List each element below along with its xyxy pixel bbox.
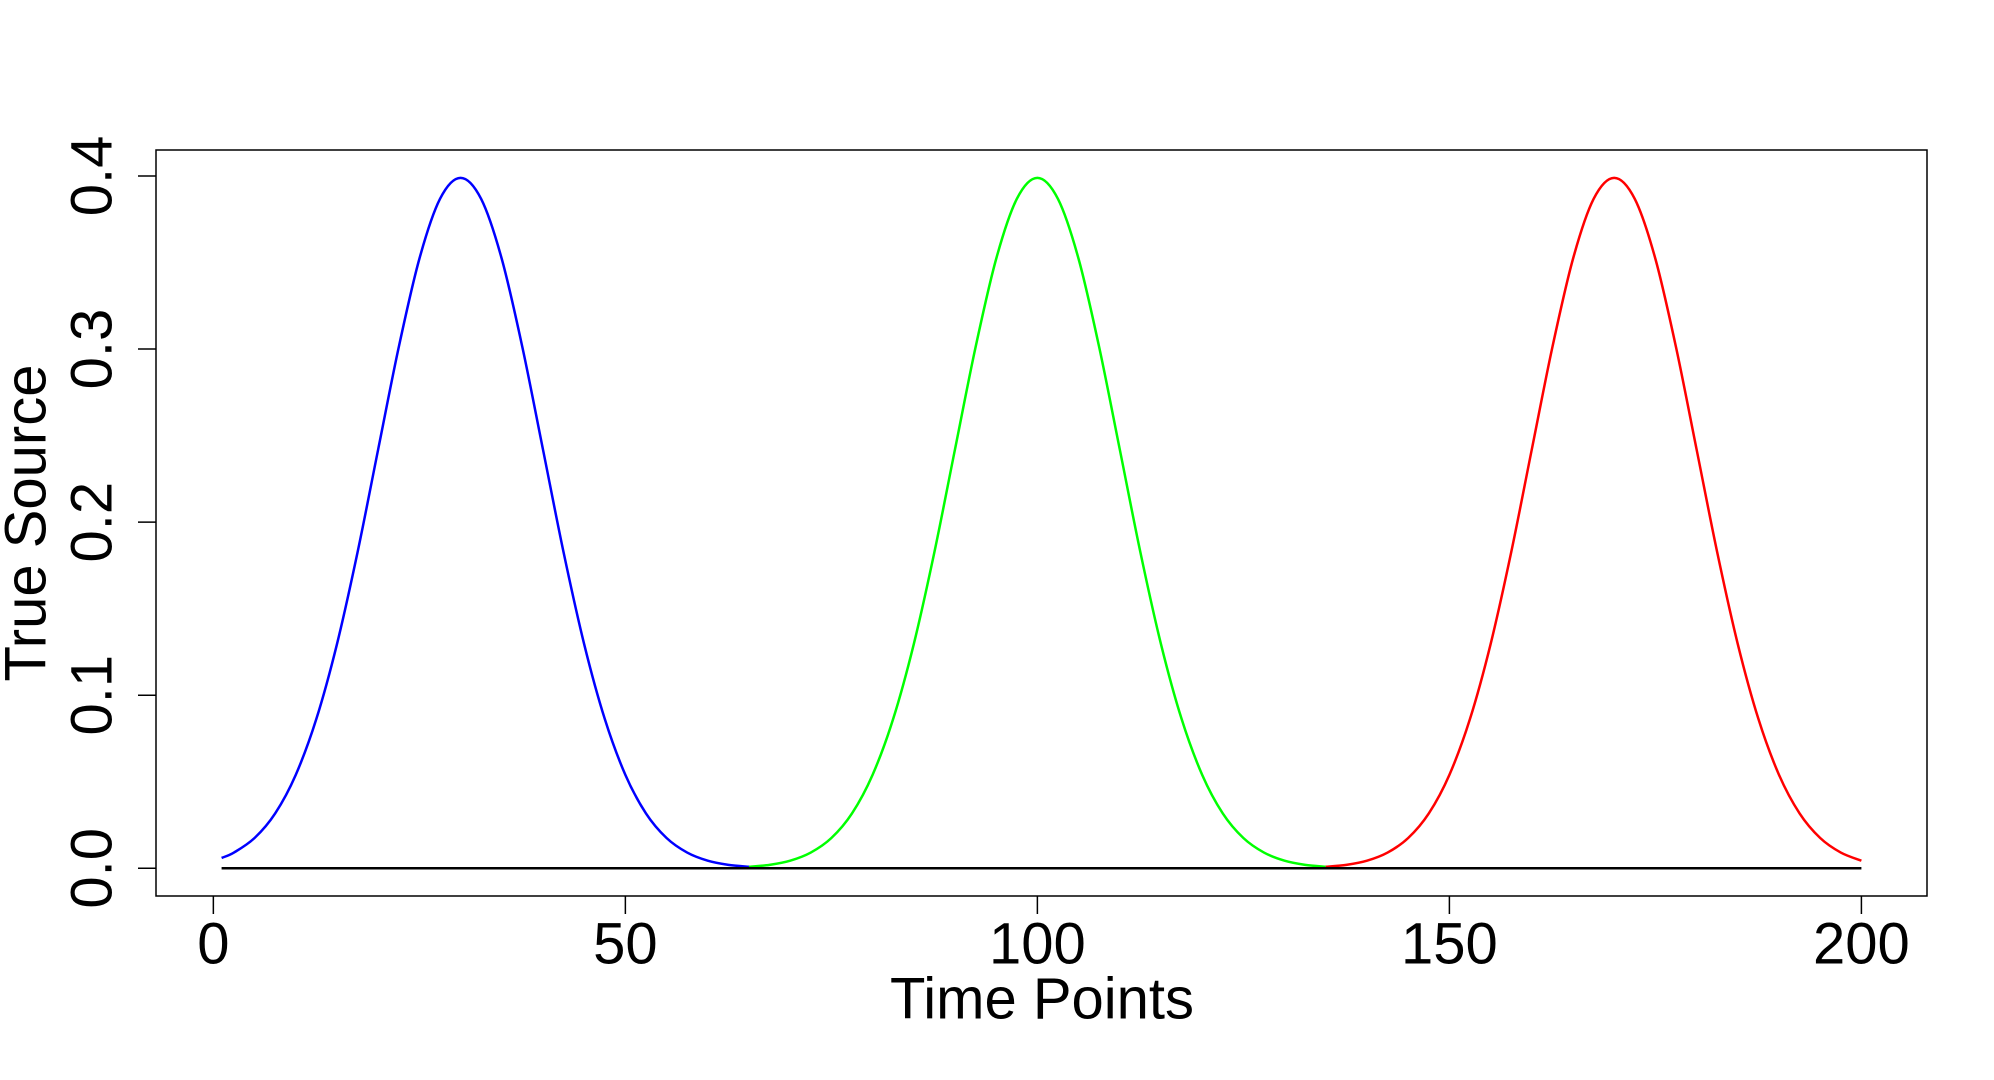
x-tick-label: 200 <box>1813 911 1910 976</box>
y-tick-label: 0.2 <box>59 482 124 563</box>
y-axis-title: True Source <box>0 365 58 682</box>
x-axis-title: Time Points <box>890 966 1194 1031</box>
series-line <box>748 176 1326 868</box>
series-line <box>1325 176 1862 868</box>
plot-frame <box>155 149 1928 897</box>
x-tick-label: 100 <box>989 911 1086 976</box>
x-tick-label: 150 <box>1401 911 1498 976</box>
x-tick-label: 0 <box>197 911 229 976</box>
y-tick-label: 0.4 <box>59 136 124 217</box>
y-tick-label: 0.0 <box>59 828 124 909</box>
series-line <box>221 176 750 868</box>
y-tick-label: 0.1 <box>59 655 124 736</box>
x-tick-label: 50 <box>593 911 658 976</box>
y-tick-label: 0.3 <box>59 309 124 390</box>
